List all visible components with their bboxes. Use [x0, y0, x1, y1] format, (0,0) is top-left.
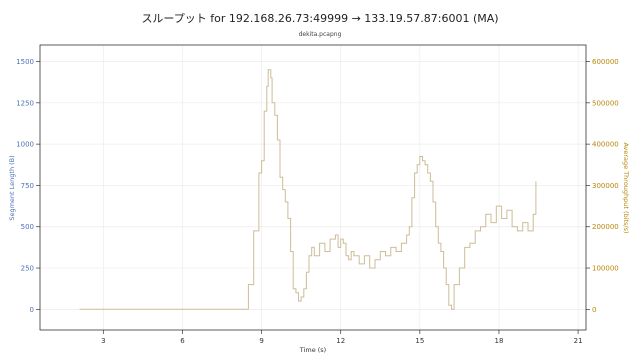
plot-area	[39, 44, 587, 331]
right-axis-label: Average Throughput (bits/s)	[622, 142, 630, 233]
x-axis-label: Time (s)	[299, 346, 326, 354]
left-axis-label: Segment Length (B)	[8, 155, 16, 220]
left-tick-label-0: 0	[30, 306, 34, 314]
left-tick-label-6: 1500	[16, 58, 34, 66]
grid	[40, 45, 586, 330]
right-tick-label-1: 100000	[592, 265, 619, 273]
right-tick-label-5: 500000	[592, 99, 619, 107]
chart-title: スループット for 192.168.26.73:49999 → 133.19.…	[141, 12, 498, 25]
left-tick-label-1: 250	[21, 265, 34, 273]
right-tick-label-0: 0	[592, 306, 596, 314]
right-tick-label-3: 300000	[592, 182, 619, 190]
x-tick-label-2: 9	[259, 337, 263, 345]
right-tick-label-6: 600000	[592, 58, 619, 66]
left-tick-label-4: 1000	[16, 141, 34, 149]
right-tick-label-2: 200000	[592, 223, 619, 231]
x-tick-label-1: 6	[180, 337, 185, 345]
chart-subtitle: dekita.pcapng	[299, 31, 342, 38]
x-tick-label-5: 18	[494, 337, 503, 345]
left-tick-label-2: 500	[21, 223, 34, 231]
x-axis: 3 6 9 12 15 18 21	[101, 330, 583, 345]
left-axis: 0 250 500 750 1000 1250 1500	[16, 58, 40, 314]
x-tick-label-3: 12	[336, 337, 345, 345]
x-tick-label-4: 15	[415, 337, 424, 345]
right-tick-label-4: 400000	[592, 141, 619, 149]
left-tick-label-3: 750	[21, 182, 34, 190]
left-tick-label-5: 1250	[16, 99, 34, 107]
x-tick-label-6: 21	[574, 337, 583, 345]
right-axis: 0 100000 200000 300000 400000 500000 600000	[586, 58, 619, 314]
throughput-series-line	[79, 69, 537, 310]
x-tick-label-0: 3	[101, 337, 105, 345]
